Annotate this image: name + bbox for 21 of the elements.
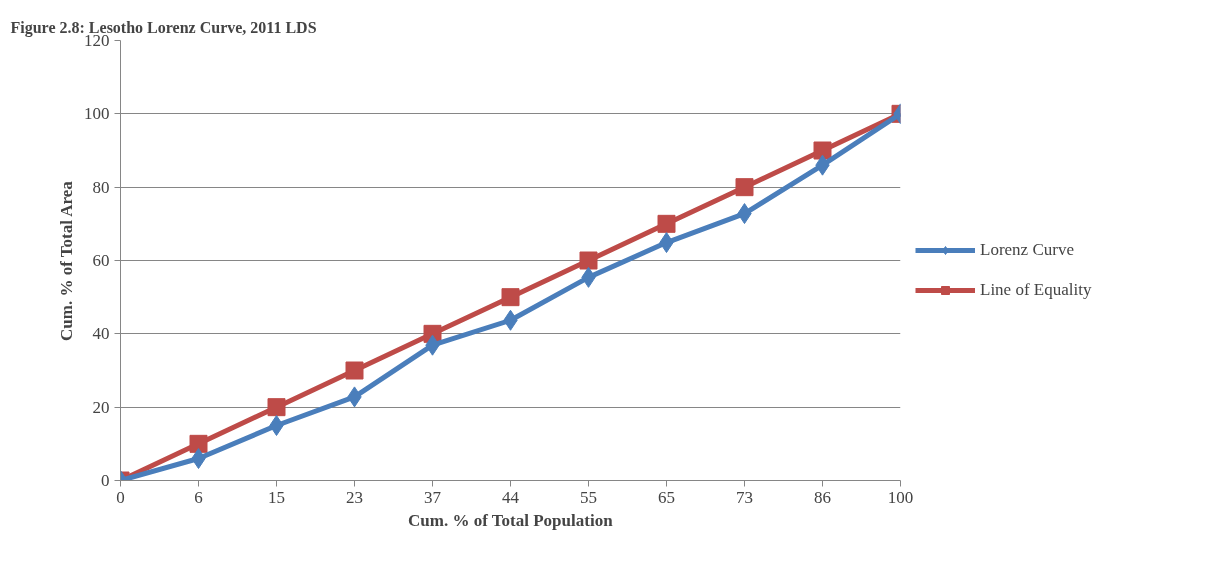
y-tick-label: 0 — [101, 471, 110, 490]
y-tick-label: 100 — [84, 104, 110, 124]
x-tick-label: 37 — [424, 487, 442, 507]
y-tick-label: 60 — [92, 251, 110, 270]
x-tick-label: 6 — [194, 487, 203, 507]
legend-label: Line of Equality — [980, 280, 1092, 300]
y-tick-label: 80 — [92, 177, 110, 197]
x-tick-label: 73 — [736, 487, 753, 507]
x-tick-label: 65 — [658, 487, 675, 507]
y-tick-label: 20 — [92, 397, 110, 417]
x-tick-label: 55 — [580, 487, 597, 507]
x-tick-label: 100 — [887, 487, 914, 507]
y-axis-title: Cum. % of Total Area — [57, 180, 76, 342]
x-tick-label: 86 — [814, 487, 831, 507]
x-tick-label: 15 — [268, 487, 285, 507]
legend-label: Lorenz Curve — [980, 240, 1074, 260]
x-tick-label: 23 — [346, 487, 363, 507]
y-tick-label: 40 — [92, 324, 110, 344]
x-axis-title: Cum. % of Total Population — [408, 510, 614, 530]
x-tick-label: 44 — [502, 487, 520, 507]
x-tick-label: 0 — [116, 487, 125, 507]
